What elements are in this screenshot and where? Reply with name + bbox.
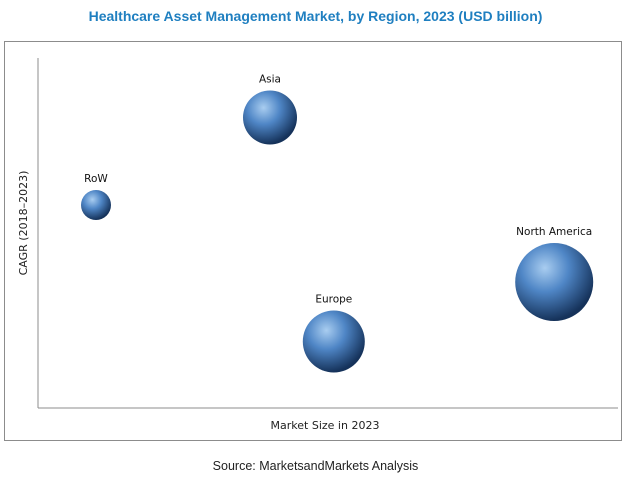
bubble-label-row: RoW	[84, 173, 108, 185]
bubble-label-north-america: North America	[516, 226, 592, 238]
bubble-label-europe: Europe	[315, 294, 352, 306]
bubble-label-asia: Asia	[259, 74, 281, 86]
bubble-asia	[243, 90, 297, 145]
bubble-north-america	[515, 243, 594, 321]
chart-frame	[4, 41, 622, 441]
y-axis-title: CAGR (2018–2023)	[17, 171, 30, 276]
bubble-europe	[302, 310, 365, 373]
bubbles-layer: RoW Asia Europe North America	[81, 74, 594, 373]
chart-title: Healthcare Asset Management Market, by R…	[88, 8, 543, 24]
x-axis-title: Market Size in 2023	[271, 419, 380, 432]
source-note: Source: MarketsandMarkets Analysis	[212, 459, 419, 473]
bubble-row	[81, 190, 111, 220]
